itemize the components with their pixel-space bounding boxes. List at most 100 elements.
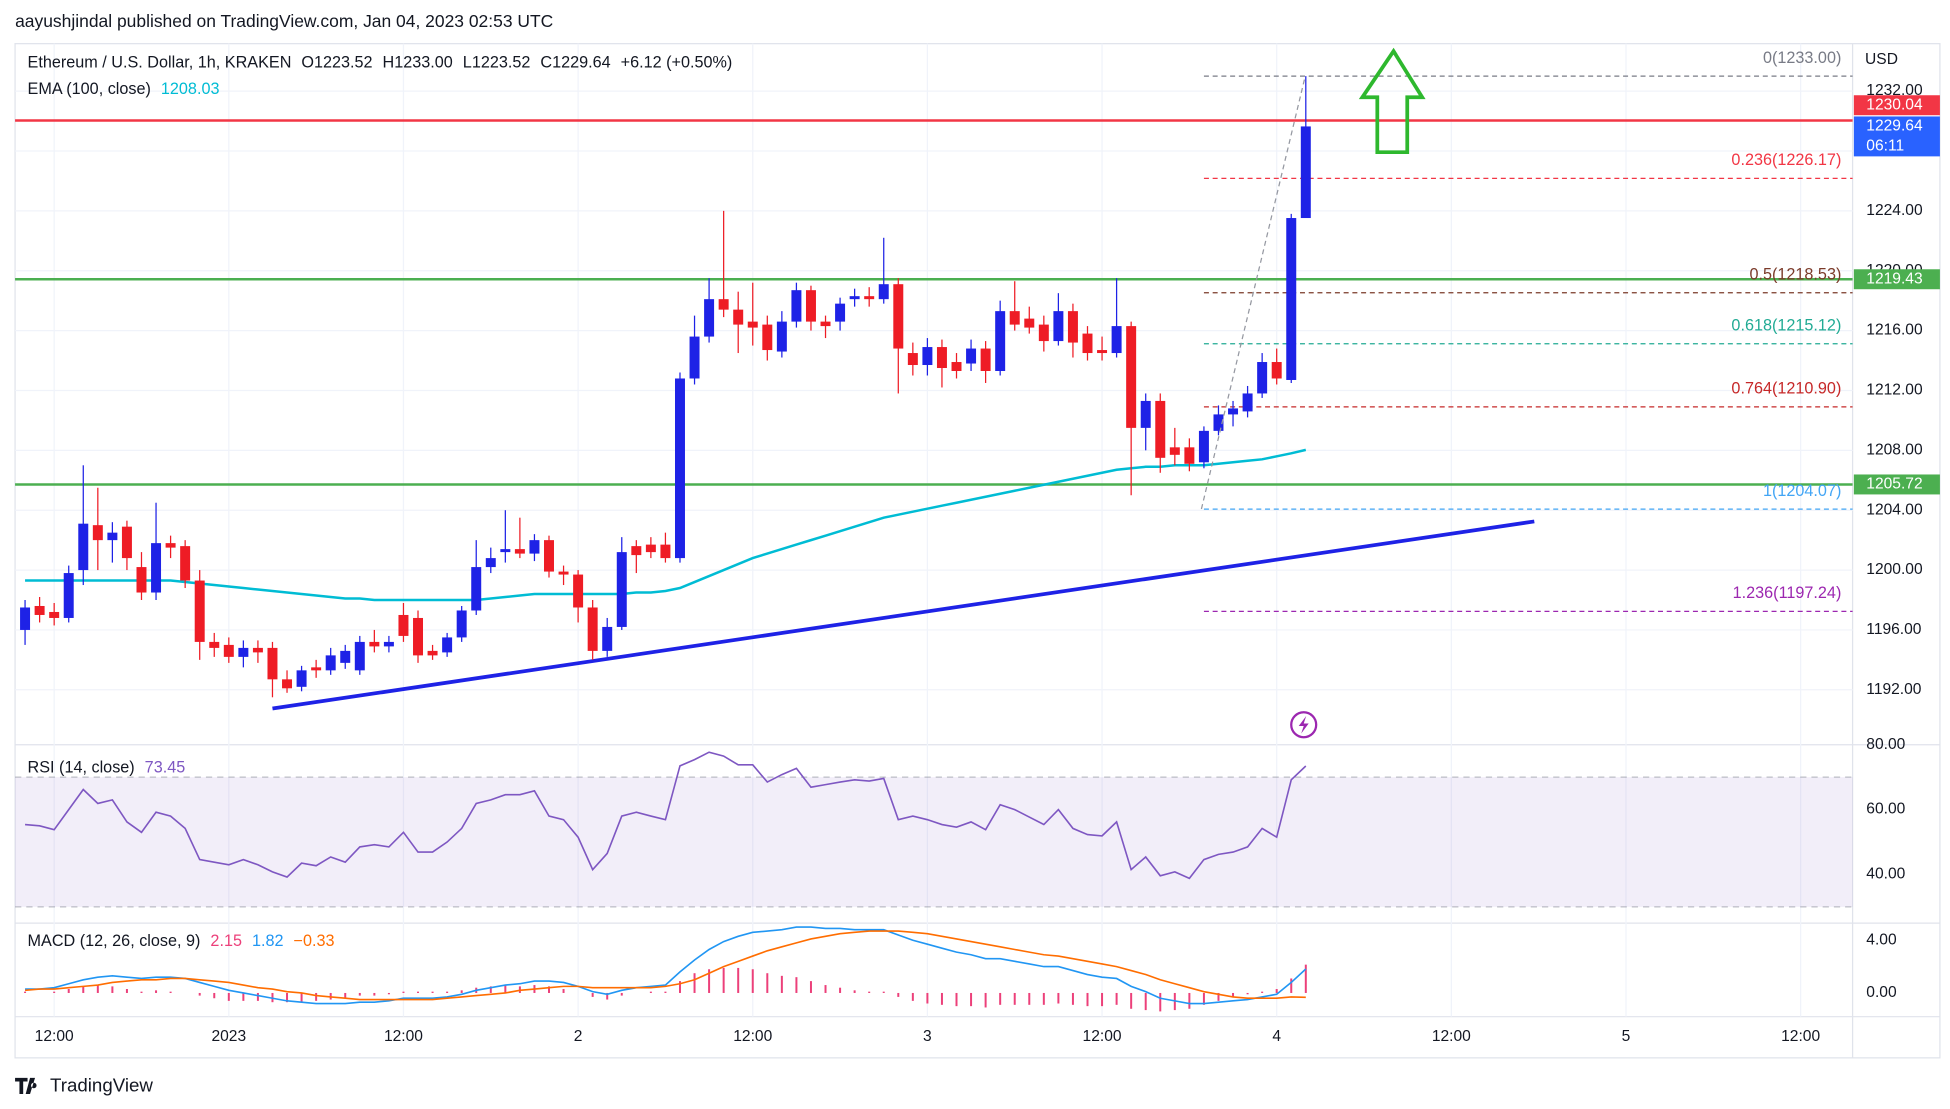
x-tick-label: 2	[574, 1028, 583, 1045]
candle-body	[1082, 333, 1093, 354]
ema-value: 1208.03	[161, 80, 220, 98]
candle-body	[529, 540, 540, 554]
price-badge-label: 1230.04	[1866, 96, 1923, 113]
candle-body	[922, 347, 933, 366]
candle-body	[369, 641, 380, 647]
candle-body	[413, 617, 424, 656]
x-tick-label: 12:00	[733, 1028, 772, 1045]
candle-body	[223, 644, 234, 657]
brand-name: TradingView	[50, 1074, 153, 1095]
x-tick-label: 4	[1272, 1028, 1281, 1045]
candle-body	[835, 303, 846, 322]
x-tick-label: 12:00	[35, 1028, 74, 1045]
macd-tick-label: 0.00	[1866, 984, 1897, 1001]
candle-body	[1228, 408, 1239, 415]
candle-body	[209, 641, 220, 648]
candle-body	[282, 679, 293, 689]
candle-body	[180, 546, 191, 581]
candle-body	[602, 626, 613, 651]
candle-body	[107, 532, 118, 541]
price-badge	[1853, 95, 1940, 116]
candle-body	[1213, 414, 1224, 431]
y-tick-label: 1212.00	[1866, 382, 1923, 399]
candle-body	[121, 526, 132, 559]
candle-body	[485, 558, 496, 568]
candle-body	[616, 552, 627, 627]
ohlc-value: C1229.64	[540, 54, 610, 72]
candle-body	[1286, 218, 1297, 380]
fib-label: 0(1233.00)	[1763, 49, 1841, 67]
candle-body	[573, 574, 584, 608]
candle-body	[1300, 126, 1311, 219]
price-badge-label: 1219.43	[1866, 270, 1922, 287]
candle-body	[966, 348, 977, 364]
candle-body	[776, 321, 787, 352]
candle-body	[791, 290, 802, 322]
macd-signal-value: −0.33	[293, 932, 334, 950]
macd-line	[25, 926, 1307, 1005]
chart-frame	[14, 43, 1941, 1059]
candle-body	[1009, 311, 1020, 325]
rsi-tick-label: 40.00	[1866, 866, 1905, 883]
candle-body	[49, 611, 60, 618]
candle-body	[252, 647, 263, 653]
candle-body	[951, 362, 962, 372]
x-tick-label: 12:00	[1432, 1028, 1471, 1045]
x-tick-label: 12:00	[384, 1028, 423, 1045]
candle-body	[1257, 362, 1268, 394]
logo-mark	[15, 1077, 37, 1095]
ohlc-value: +6.12 (+0.50%)	[621, 54, 733, 72]
ohlc-value: O1223.52	[301, 54, 372, 72]
candle-body	[718, 299, 729, 310]
candle-body	[151, 543, 162, 593]
currency-label: USD	[1865, 51, 1898, 68]
x-tick-label: 3	[923, 1028, 932, 1045]
candle-body	[471, 567, 482, 611]
trendline	[272, 519, 1535, 711]
candle-body	[1242, 393, 1253, 412]
candle-body	[442, 637, 453, 653]
candle-body	[747, 321, 758, 328]
candle-body	[907, 353, 918, 366]
y-tick-label: 1232.00	[1866, 82, 1923, 99]
candle-body	[733, 309, 744, 325]
candle-body	[820, 321, 831, 327]
candle-body	[1271, 362, 1282, 379]
candle-body	[660, 544, 671, 559]
event-icon[interactable]	[1290, 711, 1318, 739]
candle-body	[165, 543, 176, 548]
y-tick-label: 1216.00	[1866, 322, 1923, 339]
candle-body	[383, 641, 394, 647]
grid	[15, 43, 1853, 1017]
candle-body	[704, 299, 715, 337]
price-badge	[1853, 474, 1940, 495]
plot	[15, 75, 1853, 1012]
rsi-tick-label: 80.00	[1866, 736, 1905, 753]
candle-body	[92, 525, 103, 541]
fib-label: 0.618(1215.12)	[1731, 317, 1841, 335]
candle-body	[936, 347, 947, 369]
x-tick-label: 12:00	[1083, 1028, 1122, 1045]
rsi-value: 73.45	[145, 759, 186, 777]
macd-tick-label: 4.00	[1866, 931, 1897, 948]
macd-legend: MACD (12, 26, close, 9) 2.15 1.82 −0.33	[28, 932, 335, 950]
candle-body	[1140, 400, 1151, 428]
macd-hist-value: 2.15	[210, 932, 242, 950]
candle-body	[1169, 447, 1180, 455]
ohlc-value: H1233.00	[383, 54, 453, 72]
candle-body	[1198, 430, 1209, 463]
candle-body	[1155, 400, 1166, 458]
y-tick-label: 1208.00	[1866, 441, 1923, 458]
candle-body	[311, 667, 322, 671]
symbol-title: Ethereum / U.S. Dollar, 1h, KRAKEN	[28, 54, 292, 72]
candle-body	[340, 650, 351, 663]
x-tick-label: 12:00	[1781, 1028, 1820, 1045]
symbol-legend: Ethereum / U.S. Dollar, 1h, KRAKEN O1223.…	[28, 54, 733, 72]
candle-body	[136, 567, 147, 593]
fib-label: 1(1204.07)	[1763, 482, 1841, 500]
candle-body	[325, 655, 336, 671]
rsi-tick-label: 60.00	[1866, 801, 1905, 818]
